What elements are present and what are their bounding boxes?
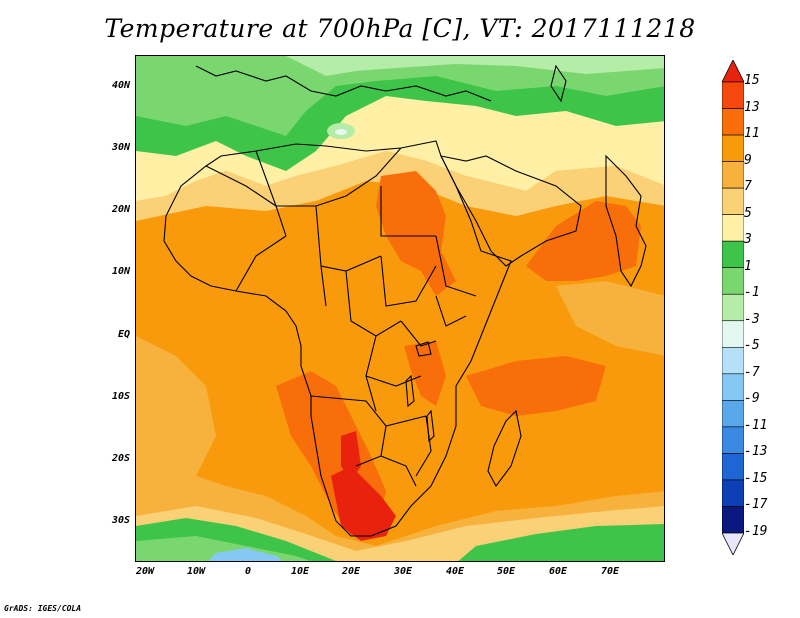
colorbar-swatch [722,373,744,401]
lat-tick-label: 20N [111,204,130,215]
temperature-hot-sahara [376,171,456,296]
colorbar-swatch [722,346,744,375]
temperature-hot-core-south [331,466,396,541]
colorbar-swatch [722,506,744,534]
colorbar-label: -7 [744,364,760,380]
colorbar-swatch [722,293,744,322]
colorbar-label: -5 [744,338,760,354]
colorbar-swatch [722,134,744,162]
colorbar-swatch [722,161,744,189]
temperature-contour-east-yellow [556,281,664,356]
colorbar-label: 13 [744,99,760,115]
colorbar-label: -17 [744,497,768,513]
lon-tick-label: 20E [341,566,361,577]
colorbar-label: 7 [744,179,752,195]
lon-tick-label: 20W [135,566,155,577]
lat-tick-label: 30S [111,515,130,526]
caspian-outline [550,64,567,103]
colorbar-label: -11 [744,417,768,433]
colorbar-swatch [722,479,744,507]
software-credit: GrADS: IGES/COLA [4,604,82,613]
colorbar-label: -19 [744,524,768,539]
temperature-contour-west-ocean-yellow [136,336,216,506]
colorbar-label: -15 [744,470,768,486]
lat-tick-label: 10N [111,266,130,277]
colorbar-swatch [722,267,744,295]
lake-victoria [415,341,432,357]
madagascar-coastline [487,409,522,488]
colorbar-label: 11 [744,126,760,142]
coastline-layer [163,64,647,537]
lon-tick-label: 10W [186,566,206,577]
colorbar-swatch [722,187,744,215]
temperature-contour-north-mint [286,56,664,76]
lat-tick-label: 40N [111,80,130,91]
colorbar-swatch [722,214,744,242]
temperature-hot-indian-ocean [466,356,606,416]
colorbar-label: 1 [744,258,752,274]
colorbar-top-triangle [722,60,744,83]
temperature-colorbar [722,60,744,555]
lon-tick-label: 50E [496,566,516,577]
country-borders [205,147,477,487]
colorbar-swatch [722,240,744,269]
colorbar-label: -9 [744,391,760,407]
colorbar-label: 15 [744,73,760,88]
temperature-hot-core-namibia [341,431,361,481]
lat-tick-label: 20S [111,453,130,464]
colorbar-label: 9 [744,152,752,168]
lon-tick-label: 40E [445,566,465,577]
temperature-contour-south-green-east [458,524,664,561]
lake-tanganyika [405,374,415,408]
colorbar-bottom-triangle [722,532,744,555]
colorbar-swatch [722,400,744,428]
temperature-hot-east-africa [404,341,446,406]
colorbar-swatch [722,108,744,136]
temperature-map [135,55,665,562]
lon-tick-label: 0 [244,566,252,577]
lat-tick-label: 10S [111,391,130,402]
temperature-contour-south-blue [208,548,284,561]
colorbar-swatch [722,453,744,481]
colorbar-label: 5 [744,205,752,221]
lake-malawi [426,409,435,443]
temperature-contour-north-lightgreen [136,56,664,136]
arabia-coastline [440,155,582,267]
colorbar-label: 3 [744,232,752,248]
temperature-contour-north-yellow [136,151,664,221]
lon-tick-label: 10E [290,566,310,577]
lon-tick-label: 30E [393,566,413,577]
lat-tick-label: 30N [111,142,130,153]
lon-tick-label: 70E [600,566,620,577]
lat-tick-label: EQ [117,329,130,340]
colorbar-label: -3 [744,311,760,327]
lon-tick-label: 60E [548,566,568,577]
colorbar-swatch [722,81,744,109]
europe-coastline [195,65,492,102]
colorbar-label: -13 [744,444,768,460]
colorbar-label: -1 [744,285,760,301]
colorbar-swatch [722,320,744,348]
temperature-cool-spot-med-inner [335,129,347,135]
india-coastline [605,154,647,288]
temperature-hot-arabian-sea [526,201,641,281]
colorbar-swatch [722,426,744,454]
map-title: Temperature at 700hPa [C], VT: 201711121… [104,14,696,43]
